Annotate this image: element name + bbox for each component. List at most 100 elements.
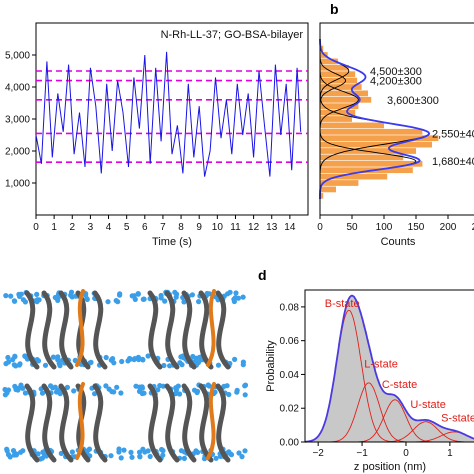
peptide-helix xyxy=(215,383,231,463)
membrane-bead xyxy=(160,383,166,389)
trace-line xyxy=(35,51,302,177)
x-axis-ticks: −2 −1 0 1 xyxy=(312,442,453,459)
state-label-1: L-state xyxy=(364,359,398,371)
y-tick-label-0: 1,000 xyxy=(5,179,30,190)
membrane-bead xyxy=(160,452,166,458)
density-bin xyxy=(471,438,474,442)
density-bin xyxy=(378,384,382,442)
histogram-bar-13 xyxy=(320,109,356,116)
membrane-bead xyxy=(129,293,135,299)
density-bin xyxy=(431,421,434,442)
density-bin xyxy=(419,420,422,442)
membrane-bead xyxy=(118,455,124,461)
membrane-bead xyxy=(119,358,125,365)
x-tick-label-14: 14 xyxy=(284,222,296,233)
density-bin xyxy=(382,390,385,442)
membrane-bead xyxy=(50,354,57,360)
gaussian-envelope xyxy=(319,39,431,199)
membrane-bead xyxy=(129,454,135,460)
membrane-bead xyxy=(236,450,242,456)
x-tick-label-0: 0 xyxy=(33,222,39,233)
panel-a-time-trace: 0 1 2 3 4 5 6 7 8 9 10 11 12 13 14 1,0002,0003,0004,00… xyxy=(5,22,309,248)
membrane-bead xyxy=(113,298,119,304)
membrane-bead xyxy=(18,382,24,388)
density-bin xyxy=(408,415,411,442)
panel-d-letter: d xyxy=(258,267,267,283)
density-bin xyxy=(447,429,450,442)
x-tick-label-12: 12 xyxy=(248,222,260,233)
density-bin xyxy=(436,424,439,442)
membrane-bead xyxy=(34,357,40,363)
density-bin xyxy=(438,425,441,442)
density-bin xyxy=(413,419,417,442)
density-bin xyxy=(455,431,459,442)
membrane-bead xyxy=(141,296,147,302)
membrane-bead xyxy=(177,360,183,366)
membrane-bead xyxy=(10,448,17,454)
density-bin xyxy=(317,436,320,442)
membrane-bead xyxy=(7,454,13,460)
y-tick-label-3: 0.06 xyxy=(280,336,300,347)
density-bin xyxy=(324,421,327,442)
membrane-bead xyxy=(132,296,138,302)
trace-series xyxy=(35,51,302,177)
panel-d-density: d B-state L-state C-state U-state S-state −2… xyxy=(258,267,474,473)
density-bin xyxy=(341,322,345,442)
molecular-snapshot-1 xyxy=(3,289,125,370)
membrane-bead xyxy=(235,295,241,301)
density-bin xyxy=(371,360,375,442)
membrane-bead xyxy=(84,448,91,454)
membrane-bead xyxy=(42,362,49,368)
membrane-bead xyxy=(34,299,40,305)
membrane-bead xyxy=(8,293,14,299)
membrane-bead xyxy=(121,447,127,453)
density-bin xyxy=(434,423,438,442)
density-bin xyxy=(387,394,390,442)
density-bin xyxy=(433,422,436,442)
density-bin xyxy=(396,397,399,442)
membrane-bead xyxy=(231,298,237,305)
density-bin xyxy=(354,298,357,442)
panel-a-title: N-Rh-LL-37; GO-BSA-bilayer xyxy=(161,29,304,41)
peak-annotation-2: 3,600±300 xyxy=(387,95,439,107)
membrane-bead xyxy=(5,359,12,365)
membrane-bead xyxy=(18,291,24,297)
density-bin xyxy=(406,413,410,442)
membrane-bead xyxy=(103,354,109,361)
peptide-helix xyxy=(147,290,163,370)
density-bin xyxy=(380,388,383,442)
density-bin xyxy=(340,332,343,442)
histogram-bar-5 xyxy=(320,160,423,167)
membrane-bead xyxy=(16,362,22,368)
state-label-0: B-state xyxy=(325,298,360,310)
x-tick-label-6: 6 xyxy=(142,222,148,233)
histogram-bar-21 xyxy=(320,58,338,65)
histogram-bar-20 xyxy=(320,64,349,71)
y-tick-label-3: 4,000 xyxy=(5,83,30,94)
membrane-bead xyxy=(34,291,40,297)
membrane-bead xyxy=(145,353,151,359)
histogram-bar-15 xyxy=(320,96,372,103)
histogram-bar-11 xyxy=(320,122,384,129)
membrane-bead xyxy=(136,449,143,455)
density-bin xyxy=(404,410,408,442)
membrane-bead xyxy=(136,356,142,363)
density-fill xyxy=(308,295,474,442)
density-bin xyxy=(366,338,369,442)
x-tick-label-5: 250 xyxy=(472,222,474,233)
membrane-bead xyxy=(117,292,123,298)
y-tick-label-4: 0.08 xyxy=(280,302,300,313)
x-axis-ticks: 0 50 100 150 200 250 xyxy=(317,215,474,233)
membrane-bead xyxy=(12,354,18,360)
density-bin xyxy=(459,432,462,442)
membrane-bead xyxy=(135,291,141,297)
membrane-bead xyxy=(105,299,111,305)
membrane-bead xyxy=(242,448,248,454)
membrane-bead xyxy=(239,454,245,460)
membrane-bead xyxy=(158,295,164,301)
density-bin xyxy=(373,367,376,442)
histogram-bar-9 xyxy=(320,135,439,142)
density-bin xyxy=(362,324,366,442)
x-tick-label-0: 0 xyxy=(317,222,323,233)
